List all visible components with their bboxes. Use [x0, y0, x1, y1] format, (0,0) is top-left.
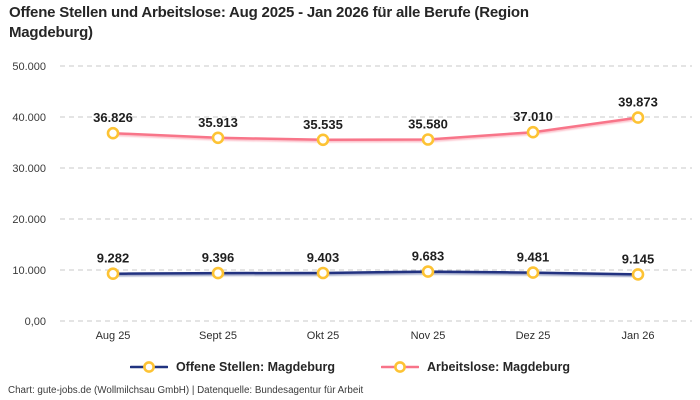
y-axis-tick-label: 30.000 — [12, 163, 46, 175]
data-point-label-offene-stellen: 9.396 — [202, 250, 235, 265]
legend-label-offene-stellen: Offene Stellen: Magdeburg — [175, 360, 335, 374]
x-axis: Aug 25 Sept 25 Okt 25 Nov 25 Dez 25 Jan 26 — [96, 330, 655, 342]
x-axis-tick-label: Sept 25 — [199, 330, 237, 342]
data-point-label-arbeitslose: 35.535 — [303, 117, 343, 132]
gridlines: 0,00 10.000 20.000 30.000 40.000 50.000 — [12, 61, 692, 328]
legend-item-arbeitslose[interactable]: Arbeitslose: Magdeburg — [380, 360, 571, 374]
data-point-marker-arbeitslose[interactable] — [421, 133, 435, 146]
data-point-marker-offene-stellen[interactable] — [526, 266, 540, 279]
data-point-label-offene-stellen: 9.145 — [622, 251, 655, 266]
data-point-label-arbeitslose: 39.873 — [618, 95, 658, 110]
data-point-label-arbeitslose: 35.913 — [198, 115, 238, 130]
footer-attribution: Chart: gute-jobs.de (Wollmilchsau GmbH) … — [8, 385, 364, 396]
data-point-marker-arbeitslose[interactable] — [211, 131, 225, 145]
x-axis-tick-label: Aug 25 — [96, 330, 131, 342]
data-point-label-arbeitslose: 35.580 — [408, 117, 448, 132]
chart-title: Offene Stellen und Arbeitslose: Aug 2025… — [9, 4, 529, 42]
chart-legend: Offene Stellen: Magdeburg Arbeitslose: Ma… — [0, 360, 700, 374]
x-axis-tick-label: Jan 26 — [621, 330, 654, 342]
data-point-marker-offene-stellen[interactable] — [631, 268, 645, 281]
y-axis-tick-label: 40.000 — [12, 112, 46, 124]
x-axis-tick-label: Dez 25 — [516, 330, 551, 342]
data-point-label-arbeitslose: 37.010 — [513, 109, 553, 124]
data-point-label-arbeitslose: 36.826 — [93, 110, 133, 125]
y-axis-tick-label: 20.000 — [12, 214, 46, 226]
series-arbeitslose: 36.826 35.913 35.535 35.580 37.010 39.873 — [93, 95, 658, 147]
y-axis-tick-label: 0,00 — [25, 316, 46, 328]
legend-marker-offene-stellen — [129, 361, 168, 373]
x-axis-tick-label: Okt 25 — [307, 330, 339, 342]
data-point-marker-arbeitslose[interactable] — [526, 125, 540, 139]
data-point-label-offene-stellen: 9.683 — [412, 249, 445, 264]
legend-item-offene-stellen[interactable]: Offene Stellen: Magdeburg — [129, 360, 335, 374]
data-point-marker-arbeitslose[interactable] — [316, 133, 330, 147]
y-axis-tick-label: 50.000 — [12, 61, 46, 73]
series-line-offene-stellen — [111, 270, 640, 276]
data-point-marker-offene-stellen[interactable] — [421, 265, 435, 278]
data-point-marker-arbeitslose[interactable] — [106, 126, 120, 140]
data-point-marker-arbeitslose[interactable] — [631, 111, 645, 124]
series-line-arbeitslose — [111, 116, 640, 142]
series-offene-stellen: 9.282 9.396 9.403 9.683 9.481 9.145 — [97, 249, 655, 281]
data-point-marker-offene-stellen[interactable] — [106, 267, 120, 281]
legend-label-arbeitslose: Arbeitslose: Magdeburg — [426, 360, 571, 374]
data-point-label-offene-stellen: 9.403 — [307, 250, 340, 265]
data-point-marker-offene-stellen[interactable] — [211, 266, 225, 280]
legend-marker-arbeitslose — [380, 361, 419, 373]
data-point-label-offene-stellen: 9.481 — [517, 250, 550, 265]
data-point-marker-offene-stellen[interactable] — [316, 266, 330, 280]
data-point-label-offene-stellen: 9.282 — [97, 251, 130, 266]
y-axis-tick-label: 10.000 — [12, 265, 46, 277]
x-axis-tick-label: Nov 25 — [411, 330, 446, 342]
